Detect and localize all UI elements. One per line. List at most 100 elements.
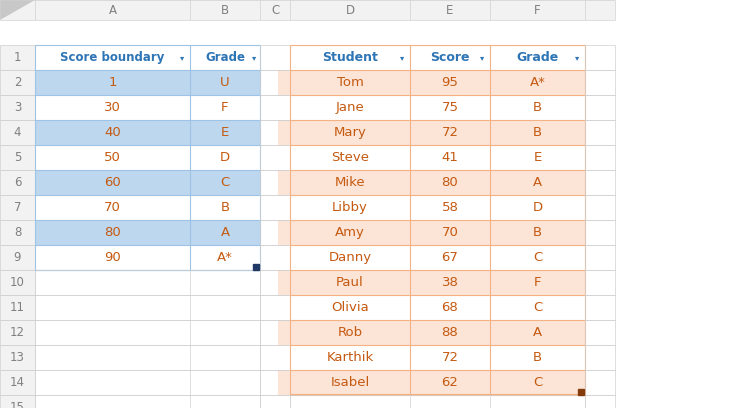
Bar bbox=[585, 95, 615, 120]
Bar bbox=[585, 70, 615, 95]
Bar bbox=[35, 45, 260, 70]
Text: Paul: Paul bbox=[336, 276, 364, 289]
Bar bbox=[585, 195, 615, 220]
Bar bbox=[260, 245, 290, 270]
Text: 12: 12 bbox=[10, 326, 25, 339]
Text: 11: 11 bbox=[10, 301, 25, 314]
Bar bbox=[585, 270, 615, 295]
Bar bbox=[0, 370, 35, 395]
Text: B: B bbox=[533, 226, 542, 239]
Bar bbox=[0, 270, 35, 295]
Bar bbox=[290, 320, 585, 345]
Bar bbox=[290, 120, 585, 145]
Text: 80: 80 bbox=[442, 176, 458, 189]
Bar bbox=[290, 245, 585, 270]
Text: Mary: Mary bbox=[334, 126, 367, 139]
Text: D: D bbox=[532, 201, 542, 214]
Text: 68: 68 bbox=[442, 301, 458, 314]
Text: 62: 62 bbox=[442, 376, 458, 389]
Bar bbox=[35, 320, 260, 345]
Bar bbox=[260, 170, 290, 195]
Text: C: C bbox=[220, 176, 230, 189]
Text: E: E bbox=[533, 151, 542, 164]
Text: Olivia: Olivia bbox=[332, 301, 369, 314]
Bar bbox=[290, 345, 585, 370]
Bar bbox=[290, 395, 585, 408]
Text: ▾: ▾ bbox=[180, 53, 184, 62]
Bar bbox=[260, 70, 290, 95]
Text: 4: 4 bbox=[13, 126, 21, 139]
Text: Steve: Steve bbox=[331, 151, 369, 164]
Bar bbox=[0, 170, 35, 195]
Bar bbox=[0, 245, 35, 270]
Bar bbox=[0, 345, 35, 370]
Text: A: A bbox=[533, 326, 542, 339]
Bar bbox=[0, 145, 35, 170]
Text: 7: 7 bbox=[13, 201, 21, 214]
Text: 95: 95 bbox=[442, 76, 458, 89]
Bar bbox=[260, 195, 290, 220]
Bar bbox=[585, 295, 615, 320]
Text: 3: 3 bbox=[13, 101, 21, 114]
Bar bbox=[35, 345, 260, 370]
Bar bbox=[290, 370, 585, 395]
Text: 90: 90 bbox=[104, 251, 121, 264]
Bar bbox=[585, 320, 615, 345]
Bar bbox=[0, 45, 35, 70]
Text: 10: 10 bbox=[10, 276, 25, 289]
Bar bbox=[290, 145, 585, 170]
Bar bbox=[585, 145, 615, 170]
Bar bbox=[35, 195, 260, 220]
Text: F: F bbox=[534, 276, 542, 289]
Bar bbox=[585, 220, 615, 245]
Bar bbox=[260, 45, 290, 70]
Text: Amy: Amy bbox=[335, 226, 365, 239]
Bar bbox=[260, 95, 290, 120]
Bar bbox=[35, 370, 260, 395]
Bar bbox=[290, 220, 585, 245]
Text: Score boundary: Score boundary bbox=[60, 51, 165, 64]
Text: Grade: Grade bbox=[205, 51, 245, 64]
Bar bbox=[260, 220, 290, 245]
Text: F: F bbox=[534, 4, 541, 16]
Text: U: U bbox=[220, 76, 230, 89]
Text: B: B bbox=[221, 4, 229, 16]
Bar bbox=[35, 120, 260, 145]
Text: A*: A* bbox=[217, 251, 233, 264]
Text: 58: 58 bbox=[442, 201, 458, 214]
Text: 75: 75 bbox=[442, 101, 458, 114]
Bar bbox=[35, 295, 260, 320]
Bar bbox=[0, 70, 35, 95]
Bar bbox=[290, 70, 585, 95]
Text: 80: 80 bbox=[104, 226, 121, 239]
Text: 6: 6 bbox=[13, 176, 21, 189]
Bar bbox=[278, 270, 290, 295]
Text: 67: 67 bbox=[442, 251, 458, 264]
Text: A*: A* bbox=[530, 76, 545, 89]
Text: 8: 8 bbox=[13, 226, 21, 239]
Bar bbox=[35, 220, 260, 245]
Text: D: D bbox=[346, 4, 355, 16]
Text: Danny: Danny bbox=[328, 251, 371, 264]
Bar bbox=[278, 220, 290, 245]
Bar bbox=[35, 170, 260, 195]
Text: 5: 5 bbox=[13, 151, 21, 164]
Bar bbox=[585, 120, 615, 145]
Text: B: B bbox=[533, 126, 542, 139]
Bar bbox=[0, 295, 35, 320]
Bar bbox=[260, 370, 290, 395]
Text: 14: 14 bbox=[10, 376, 25, 389]
Bar bbox=[290, 295, 585, 320]
Bar bbox=[35, 145, 260, 170]
Text: C: C bbox=[532, 376, 542, 389]
Text: 2: 2 bbox=[13, 76, 21, 89]
Polygon shape bbox=[0, 0, 35, 20]
Text: Libby: Libby bbox=[332, 201, 368, 214]
Text: 50: 50 bbox=[104, 151, 121, 164]
Bar bbox=[0, 220, 35, 245]
Bar bbox=[0, 195, 35, 220]
Text: 41: 41 bbox=[442, 151, 458, 164]
Text: 72: 72 bbox=[442, 126, 458, 139]
Bar bbox=[35, 245, 260, 270]
Bar bbox=[260, 320, 290, 345]
